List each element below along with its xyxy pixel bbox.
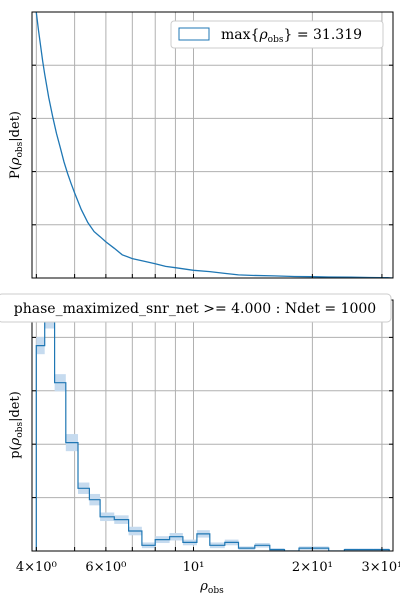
bottom-panel: 4×10⁰ 6×10⁰ 10¹ 2×10¹ 3×10¹ p(ρobs|det) ρobs [8, 299, 400, 596]
bottom-x-tick-label: 3×10¹ [361, 560, 400, 575]
bottom-ticks: 4×10⁰ 6×10⁰ 10¹ 2×10¹ 3×10¹ [16, 336, 400, 575]
bottom-grid [32, 300, 393, 551]
title-background [0, 293, 392, 323]
top-series [35, 12, 393, 278]
bottom-histogram [35, 305, 390, 551]
top-axes-frame [31, 11, 394, 279]
histogram-step [35, 316, 390, 551]
top-legend: max{ρobs} = 31.319 [170, 20, 384, 49]
bottom-x-tick-label: 10¹ [183, 560, 205, 575]
bottom-x-tick-label: 4×10⁰ [16, 560, 57, 575]
legend-label: max{ρobs} = 31.319 [221, 27, 362, 45]
top-series-line [35, 12, 393, 278]
top-ylabel: P(ρobs|det) [8, 111, 25, 179]
bottom-xlabel: ρobs [199, 579, 224, 596]
legend-box [170, 20, 384, 49]
bottom-title-box: phase_maximized_snr_net >= 4.000 : Ndet … [0, 293, 392, 323]
top-grid [32, 12, 393, 278]
bottom-ylabel: p(ρobs|det) [8, 391, 25, 459]
legend-swatch [178, 27, 210, 41]
top-panel: P(ρobs|det) max{ρobs} = 31.319 [8, 11, 394, 279]
bottom-x-tick-label: 2×10¹ [292, 560, 333, 575]
top-ticks [32, 64, 393, 278]
bottom-x-tick-label: 6×10⁰ [85, 560, 126, 575]
bottom-title: phase_maximized_snr_net >= 4.000 : Ndet … [14, 301, 376, 317]
